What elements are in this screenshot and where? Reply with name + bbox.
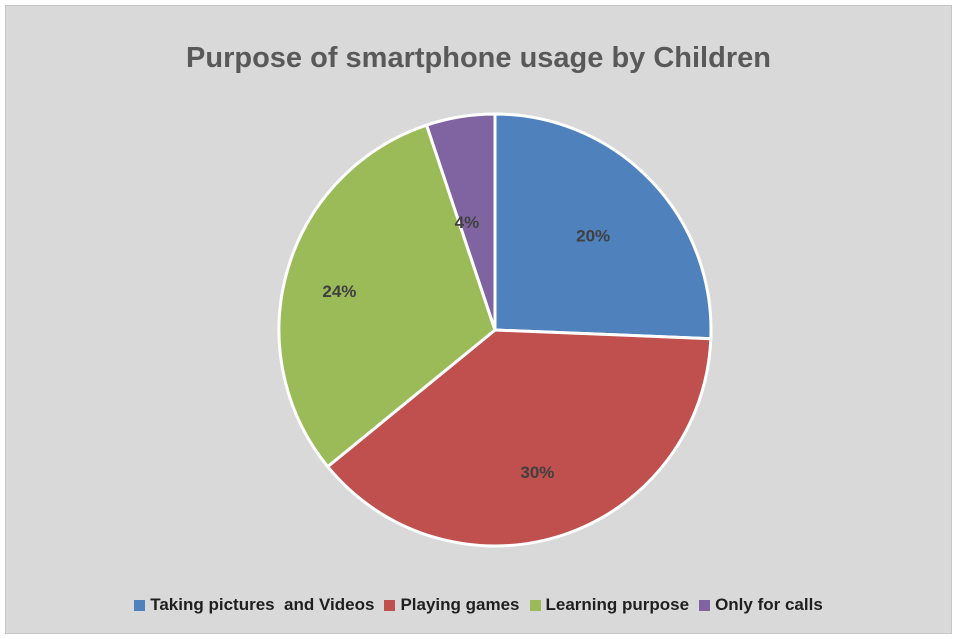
legend-swatch — [384, 599, 396, 611]
legend: Taking pictures and Videos Playing games L… — [6, 595, 951, 615]
legend-item: Playing games — [384, 595, 520, 615]
pie-slice — [325, 328, 713, 548]
legend-item: Taking pictures and Videos — [134, 595, 374, 615]
slice-data-label: 4% — [455, 213, 480, 232]
legend-swatch — [134, 599, 146, 611]
legend-label: Only for calls — [715, 595, 823, 614]
slice-data-label: 20% — [576, 227, 610, 246]
slice-data-label: 30% — [520, 463, 554, 482]
pie-slice — [493, 112, 713, 341]
legend-label: Taking pictures and Videos — [150, 595, 375, 614]
pie-slice — [424, 112, 497, 331]
chart-area: Purpose of smartphone usage by Children … — [5, 5, 952, 634]
pie-chart: 20% 30% 24% 4% — [277, 112, 713, 548]
legend-swatch — [529, 599, 541, 611]
legend-label: Playing games — [400, 595, 520, 614]
pie-slice — [277, 123, 497, 469]
legend-item: Only for calls — [699, 595, 823, 615]
slice-data-label: 24% — [322, 282, 356, 301]
chart-title: Purpose of smartphone usage by Children — [186, 42, 771, 74]
legend-label: Learning purpose — [545, 595, 690, 614]
legend-swatch — [699, 599, 711, 611]
legend-item: Learning purpose — [529, 595, 690, 615]
